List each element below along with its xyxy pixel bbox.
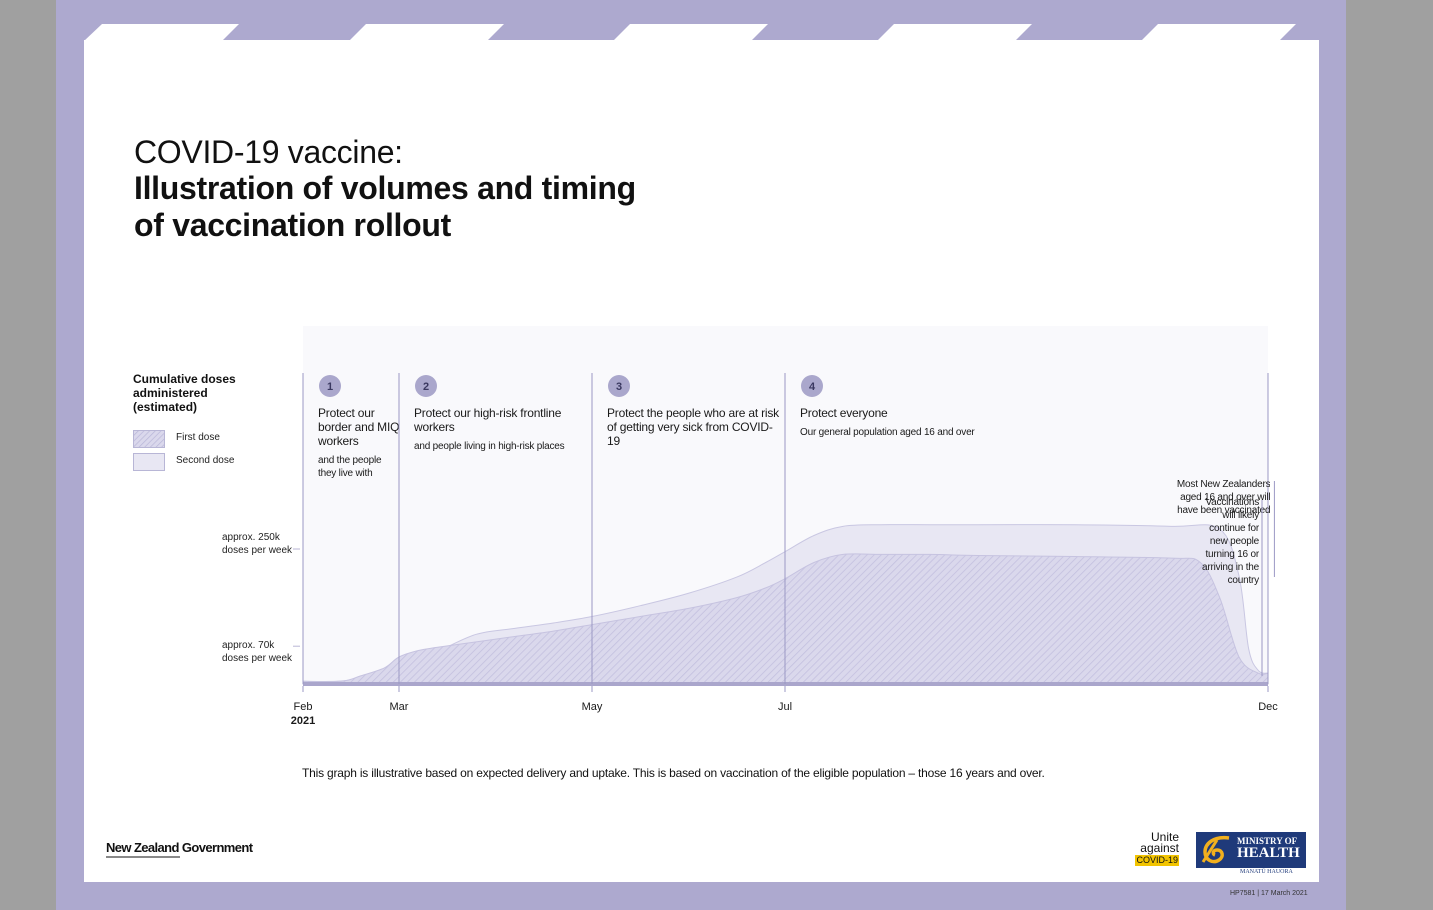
x-tick-label-may: May — [582, 701, 603, 713]
phase-text-block-2: Protect our high-risk frontline workers a… — [414, 406, 589, 453]
x-tick-label-feb: Feb — [294, 701, 313, 713]
phase-subtitle-1: and the people they live with — [318, 455, 382, 479]
legend-first-dose-swatch — [133, 430, 165, 448]
legend-second-dose-label: Second dose — [176, 455, 235, 466]
phase-badge-3 — [608, 375, 630, 397]
y-tick-70k-line1: approx. 70k — [222, 640, 275, 651]
annotation-vaccinated-text: Most New Zealanders aged 16 and over wil… — [1176, 479, 1271, 516]
title-line-2: Illustration of volumes and timing of va… — [134, 170, 636, 243]
phase-badge-4 — [801, 375, 823, 397]
y-tick-label-250k: approx. 250k doses per week — [222, 531, 292, 557]
nz-government-underline — [106, 856, 180, 858]
unite-against-covid-logo: Unite against COVID-19 — [1135, 830, 1179, 866]
nz-government-logo: New Zealand Government — [106, 840, 253, 855]
y-tick-250k-line2: doses per week — [222, 545, 293, 556]
phase-number-1: 1 — [327, 381, 333, 393]
legend-title: Cumulative doses administered (estimated… — [133, 372, 236, 414]
y-tick-label-70k: approx. 70k doses per week — [222, 639, 292, 665]
document-id: HP7581 | 17 March 2021 — [1230, 890, 1308, 897]
phase-subtitle-4: Our general population aged 16 and over — [800, 427, 975, 438]
legend-first-dose-label: First dose — [176, 432, 220, 443]
phase-text-3: Protect the people who are at risk of ge… — [607, 406, 782, 448]
phase-title-4: Protect everyone — [800, 406, 888, 420]
decorative-stripes — [84, 24, 1296, 41]
annotation-vaccinated: Most New Zealanders aged 16 and over wil… — [1176, 479, 1271, 516]
phase-text-4: Protect everyone Our general population a… — [800, 406, 1000, 439]
phase-subtitle-2: and people living in high-risk places — [414, 441, 565, 452]
phase-text-block-3: Protect the people who are at risk of ge… — [607, 406, 782, 448]
phase-text-block-1: Protect our border and MIQ workers and th… — [318, 406, 400, 480]
x-year-label: 2021 — [291, 715, 315, 727]
unite-line2: against — [1140, 841, 1179, 855]
phase-badge-2 — [415, 375, 437, 397]
moh-line1: MINISTRY OF — [1237, 836, 1298, 846]
annotation-continue-text: Vaccinations will likely continue for ne… — [1201, 497, 1259, 586]
y-tick-70k-line2: doses per week — [222, 653, 293, 664]
unite-line3: COVID-19 — [1135, 855, 1179, 866]
phase-text-block-4: Protect everyone Our general population a… — [800, 406, 1000, 439]
y-tick-250k-line1: approx. 250k — [222, 532, 280, 543]
phase-number-2: 2 — [423, 381, 429, 393]
annotation-continue: Vaccinations will likely continue for ne… — [1201, 497, 1259, 586]
phase-number-4: 4 — [809, 381, 816, 393]
phase-title-3: Protect the people who are at risk of ge… — [607, 406, 779, 448]
phase-text-2: Protect our high-risk frontline workers a… — [414, 406, 589, 453]
phase-title-1: Protect our border and MIQ workers — [318, 406, 400, 448]
phase-badge-1 — [319, 375, 341, 397]
x-tick-label-jul: Jul — [778, 701, 792, 713]
unite-line1: Unite — [1150, 830, 1179, 844]
koru-icon — [1201, 835, 1230, 864]
legend-second-dose-swatch — [133, 453, 165, 471]
footnote: This graph is illustrative based on expe… — [302, 766, 1045, 780]
moh-line2: HEALTH — [1237, 845, 1300, 861]
phase-number-3: 3 — [616, 381, 622, 393]
x-tick-label-mar: Mar — [390, 701, 409, 713]
phase-text-1: Protect our border and MIQ workers and th… — [318, 406, 400, 480]
title-line-1: COVID-19 vaccine: — [134, 134, 403, 170]
moh-subtitle: MANATŪ HAUORA — [1240, 869, 1293, 875]
phase-title-2: Protect our high-risk frontline workers — [414, 406, 562, 434]
x-tick-label-dec: Dec — [1258, 701, 1278, 713]
